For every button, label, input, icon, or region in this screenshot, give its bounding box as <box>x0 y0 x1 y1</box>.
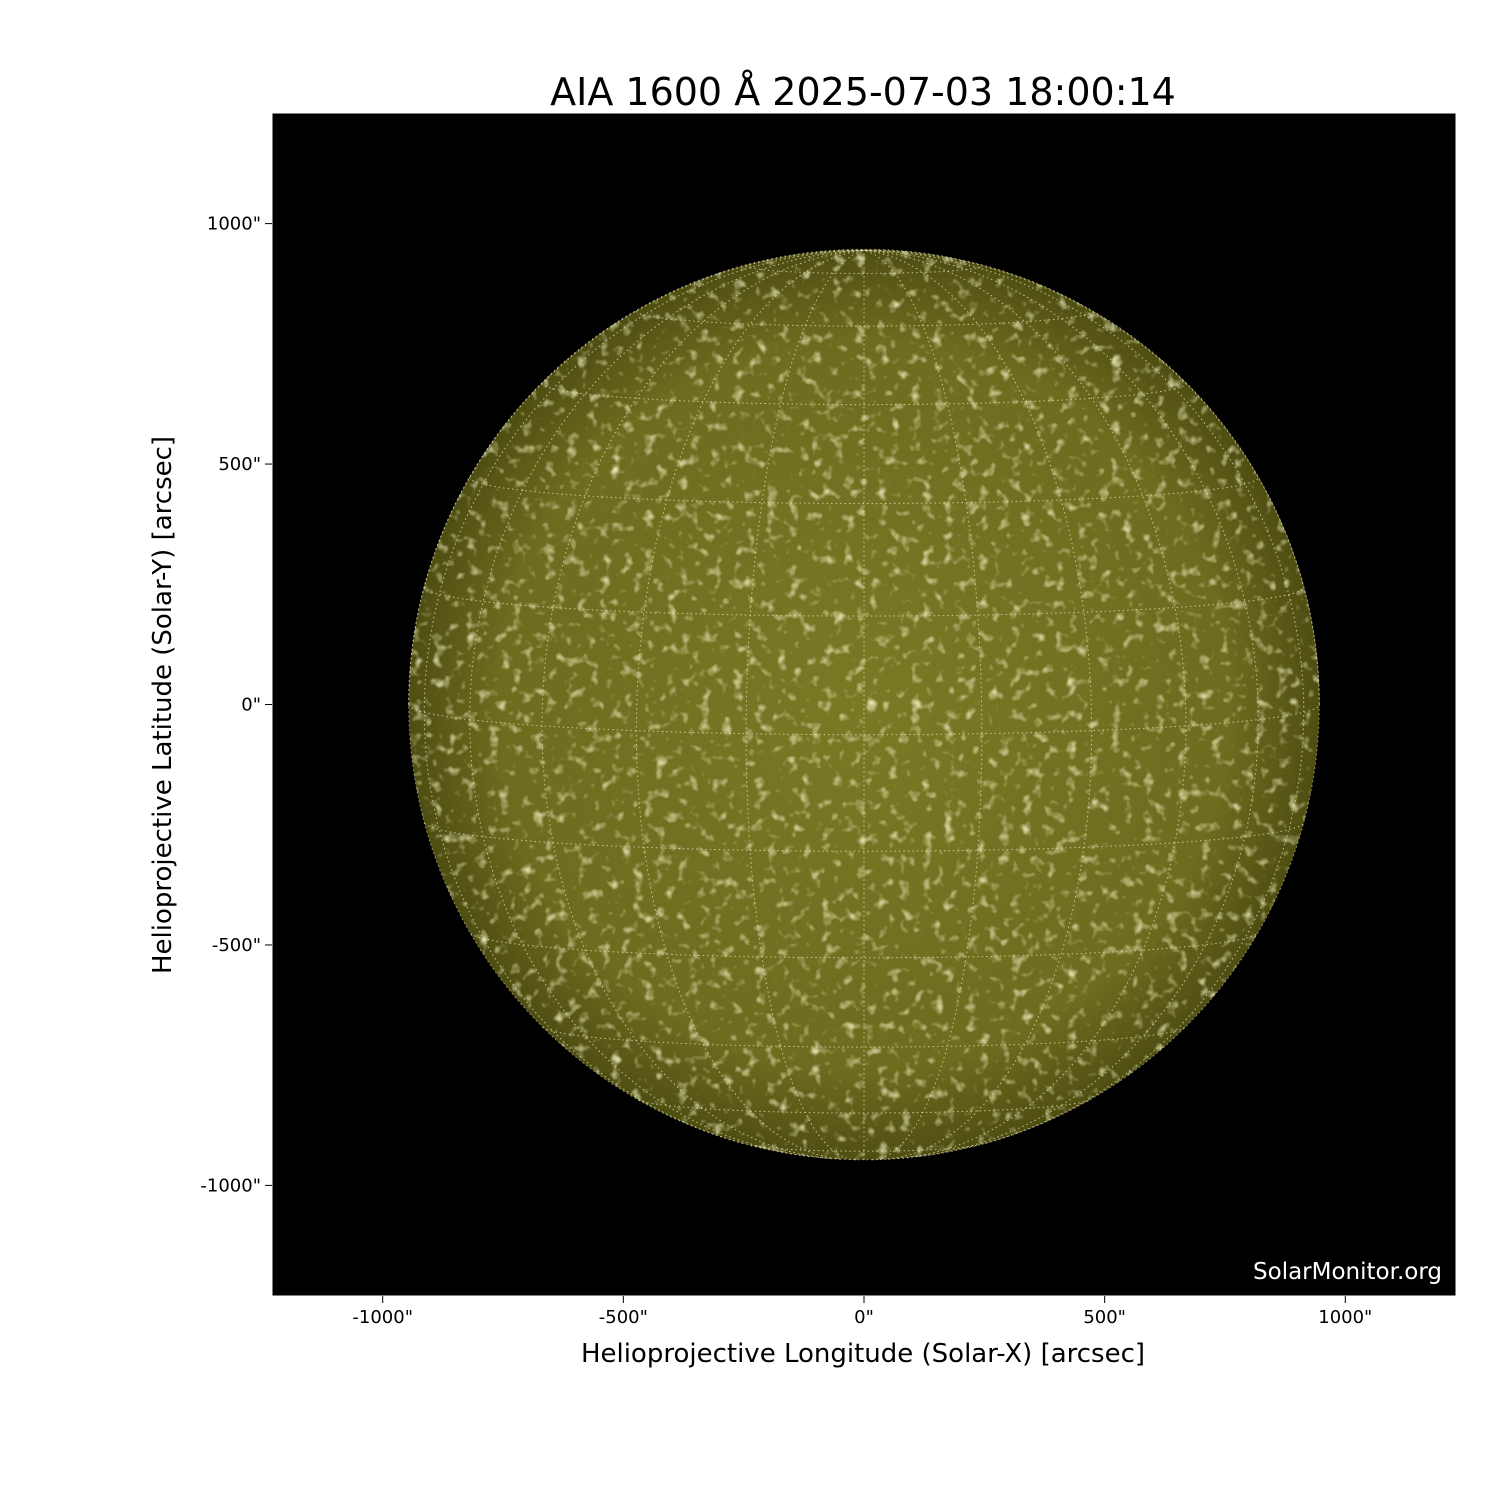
longitude-grid-line <box>745 249 865 1161</box>
chart-title: AIA 1600 Å 2025-07-03 18:00:14 <box>550 70 1176 114</box>
axes: -1000" -500" 0" 500" 1000" -1000" -500" 0" 500" 1… <box>200 112 1457 1328</box>
longitude-grid-line <box>863 249 1320 705</box>
latitude-grid-line <box>542 1026 1186 1048</box>
longitude-grid-line <box>423 249 865 1144</box>
latitude-grid-line <box>635 310 1093 327</box>
y-tick-label: -500" <box>212 935 261 956</box>
x-tick-label: 0" <box>854 1307 874 1328</box>
longitude-grid-line <box>863 249 1305 1144</box>
latitude-grid-line <box>424 822 1304 852</box>
y-tick-label: -1000" <box>200 1175 261 1196</box>
longitude-grid-line <box>863 249 983 1161</box>
y-tick-label: 500" <box>218 454 261 475</box>
y-tick-label: 0" <box>241 695 261 716</box>
y-axis-label: Helioprojective Latitude (Solar-Y) [arcs… <box>148 436 178 974</box>
x-tick-label: -1000" <box>352 1307 413 1328</box>
latitude-grid-line <box>541 383 1187 406</box>
x-tick-label: 500" <box>1083 1307 1126 1328</box>
x-tick-label: -500" <box>599 1307 648 1328</box>
x-tick-label: 1000" <box>1318 1307 1372 1328</box>
longitude-grid-line <box>541 249 865 1160</box>
latitude-grid-line <box>638 1099 1090 1114</box>
watermark: SolarMonitor.org <box>1253 1259 1442 1285</box>
longitude-grid-line <box>863 249 1187 1160</box>
longitude-grid-line <box>408 249 865 705</box>
y-tick-label: 1000" <box>207 214 261 235</box>
x-axis-label: Helioprojective Longitude (Solar-X) [arc… <box>581 1339 1145 1369</box>
latitude-grid-line <box>423 586 1305 617</box>
limb-line <box>408 248 1320 1161</box>
solar-disk <box>408 248 1320 1161</box>
latitude-grid-line <box>470 933 1258 959</box>
latitude-grid-line <box>750 1145 978 1152</box>
